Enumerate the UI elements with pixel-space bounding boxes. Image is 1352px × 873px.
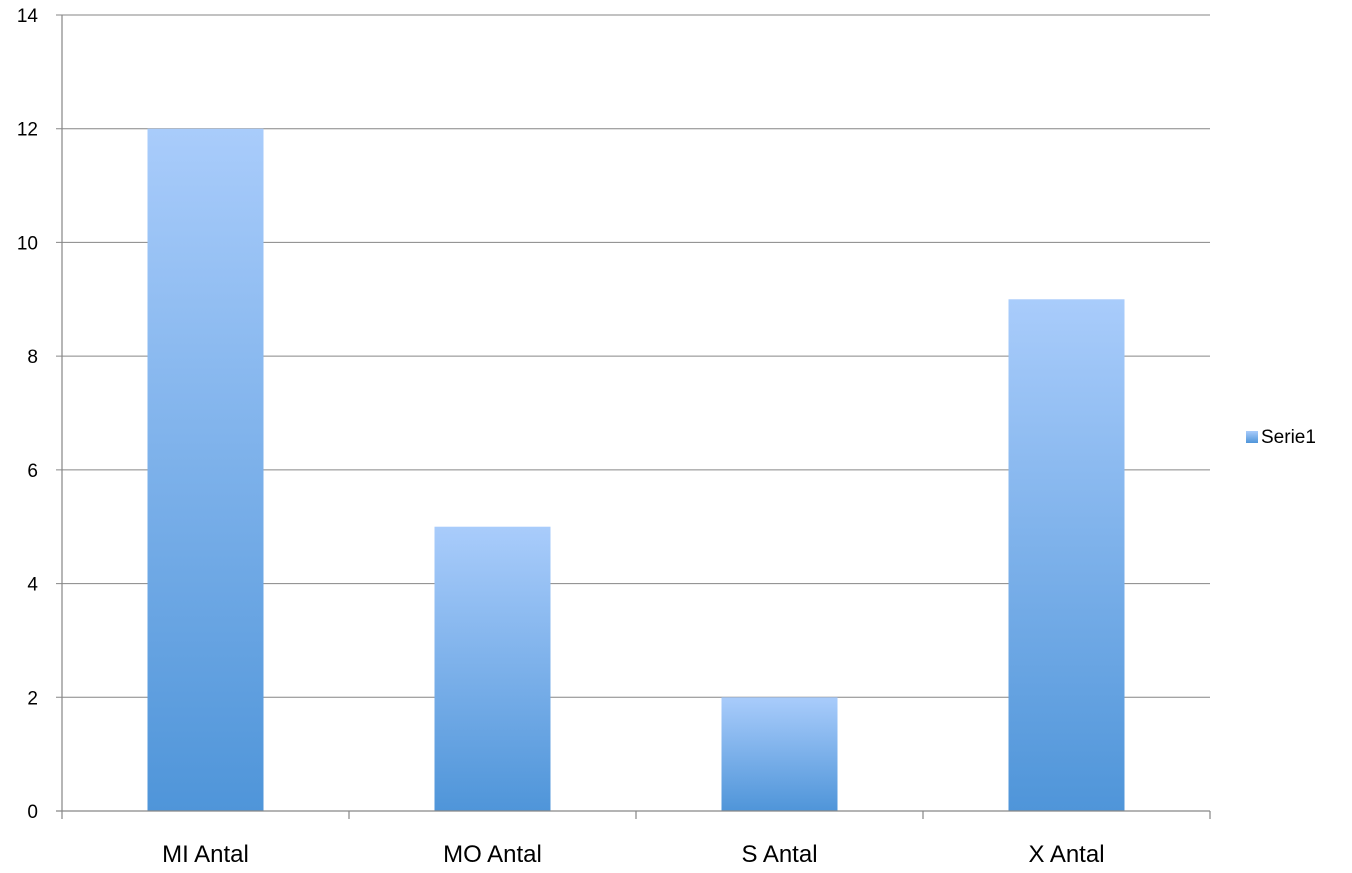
bar bbox=[147, 128, 264, 811]
y-tick-label: 2 bbox=[27, 688, 38, 709]
y-tick-label: 0 bbox=[27, 802, 38, 823]
legend: Serie1 bbox=[1246, 427, 1316, 448]
bars bbox=[147, 128, 1125, 811]
x-category-label: MI Antal bbox=[162, 841, 249, 868]
x-category-label: MO Antal bbox=[443, 841, 542, 868]
x-category-label: S Antal bbox=[741, 841, 817, 868]
y-tick-label: 12 bbox=[17, 120, 38, 141]
bar bbox=[1008, 299, 1125, 811]
y-tick-label: 14 bbox=[17, 6, 39, 27]
bar bbox=[434, 526, 551, 811]
y-tick-label: 4 bbox=[27, 575, 38, 596]
y-tick-label: 10 bbox=[17, 233, 38, 254]
y-tick-label: 8 bbox=[27, 347, 38, 368]
axes bbox=[56, 15, 1211, 819]
legend-swatch bbox=[1246, 431, 1258, 443]
bar bbox=[721, 697, 838, 811]
legend-label: Serie1 bbox=[1261, 427, 1316, 448]
x-category-label: X Antal bbox=[1028, 841, 1104, 868]
tick-labels: 0 2 4 6 8 10 12 14 MI Antal MO Antal S Antal X Anta… bbox=[17, 6, 1105, 868]
y-tick-label: 6 bbox=[27, 461, 38, 482]
